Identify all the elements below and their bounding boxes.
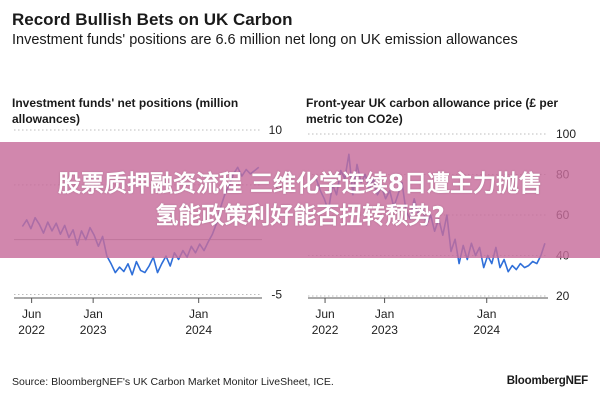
left-chart-x-tick-label: 2024	[185, 323, 212, 337]
right-chart-x-tick-label: 2024	[473, 323, 500, 337]
brand-logo: BloombergNEF	[506, 375, 588, 387]
page-title: Record Bullish Bets on UK Carbon	[12, 10, 293, 29]
right-chart-x-tick-label: 2023	[371, 323, 398, 337]
right-chart-y-tick-label: 20	[556, 289, 570, 303]
page-subtitle: Investment funds' positions are 6.6 mill…	[12, 32, 518, 48]
right-chart-x-tick-label: Jan	[477, 307, 496, 321]
right-chart-title: Front-year UK carbon allowance price (£ …	[306, 96, 559, 126]
left-chart-x-tick-label: Jan	[83, 307, 102, 321]
source-note: Source: BloombergNEF's UK Carbon Market …	[12, 376, 334, 388]
banner-line-1: 股票质押融资流程 三维化学连续8日遭主力抛售	[57, 171, 542, 197]
left-chart-title: Investment funds' net positions (million…	[12, 96, 239, 126]
header: Record Bullish Bets on UK Carbon Investm…	[12, 10, 588, 50]
left-chart-y-tick-label: -5	[271, 288, 282, 302]
left-chart-x-tick-label: Jun	[22, 307, 41, 321]
banner-line-2: 氢能政策利好能否扭转颓势?	[155, 203, 445, 229]
right-chart-x-tick-label: Jun	[315, 307, 334, 321]
left-chart-x-tick-label: 2023	[80, 323, 107, 337]
right-chart-x-tick-label: 2022	[312, 323, 339, 337]
left-chart-x-tick-label: Jan	[189, 307, 208, 321]
right-chart-x-tick-label: Jan	[375, 307, 394, 321]
left-chart-x-tick-label: 2022	[18, 323, 45, 337]
overlay-banner: 股票质押融资流程 三维化学连续8日遭主力抛售 氢能政策利好能否扭转颓势?	[0, 142, 600, 258]
left-chart-y-tick-label: 10	[269, 123, 283, 137]
right-chart-y-tick-label: 100	[556, 127, 576, 141]
